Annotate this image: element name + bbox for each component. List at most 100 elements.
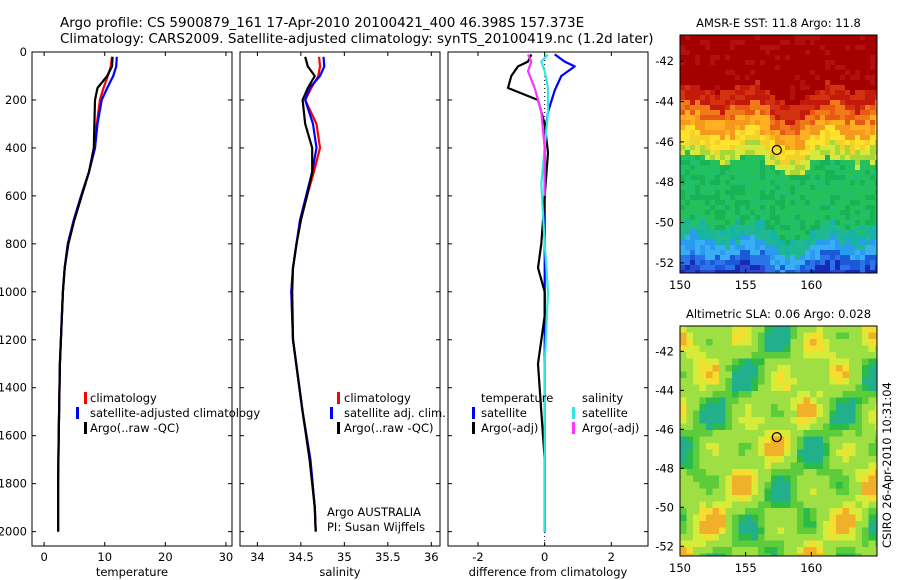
heatmap-cell bbox=[825, 235, 831, 241]
heatmap-cell bbox=[750, 60, 756, 66]
heatmap-cell bbox=[815, 230, 821, 236]
heatmap-cell bbox=[732, 391, 739, 398]
heatmap-cell bbox=[680, 125, 686, 131]
heatmap-cell bbox=[810, 326, 817, 333]
heatmap-cell bbox=[830, 150, 836, 156]
heatmap-cell bbox=[842, 553, 850, 557]
heatmap-cell bbox=[825, 220, 831, 226]
heatmap-cell bbox=[764, 495, 772, 502]
heatmap-cell bbox=[705, 150, 711, 156]
heatmap-cell bbox=[820, 225, 826, 231]
legend-swatch-satellite bbox=[330, 407, 333, 419]
heatmap-cell bbox=[745, 105, 751, 111]
heatmap-cell bbox=[840, 180, 846, 186]
heatmap-cell bbox=[700, 205, 706, 211]
heatmap-cell bbox=[830, 40, 836, 46]
heatmap-cell bbox=[805, 115, 811, 121]
heatmap-cell bbox=[751, 378, 759, 385]
x-tick-label: 0 bbox=[541, 550, 548, 564]
heatmap-cell bbox=[720, 60, 726, 66]
heatmap-cell bbox=[825, 130, 831, 136]
heatmap-cell bbox=[816, 423, 824, 431]
heatmap-cell bbox=[836, 326, 843, 333]
heatmap-cell bbox=[830, 55, 836, 61]
heatmap-cell bbox=[771, 378, 778, 385]
heatmap-cell bbox=[865, 110, 871, 116]
heatmap-cell bbox=[840, 70, 846, 76]
heatmap-cell bbox=[760, 215, 766, 221]
heatmap-cell bbox=[795, 50, 801, 56]
heatmap-cell bbox=[780, 150, 786, 156]
heatmap-cell bbox=[764, 527, 772, 535]
heatmap-cell bbox=[862, 384, 869, 392]
heatmap-cell bbox=[855, 462, 863, 470]
heatmap-cell bbox=[680, 65, 686, 71]
heatmap-cell bbox=[685, 120, 691, 126]
heatmap-cell bbox=[855, 358, 863, 366]
heatmap-cell bbox=[764, 521, 772, 528]
heatmap-cell bbox=[830, 130, 836, 136]
heatmap-cell bbox=[820, 210, 826, 216]
heatmap-cell bbox=[805, 35, 811, 41]
heatmap-cell bbox=[750, 100, 756, 106]
heatmap-cell bbox=[725, 514, 733, 522]
heatmap-cell bbox=[764, 410, 772, 418]
heatmap-cell bbox=[870, 110, 876, 116]
heatmap-cell bbox=[868, 469, 876, 476]
heatmap-cell bbox=[720, 225, 726, 231]
heatmap-cell bbox=[765, 115, 771, 121]
heatmap-cell bbox=[755, 90, 761, 96]
heatmap-cell bbox=[862, 391, 869, 398]
heatmap-cell bbox=[868, 488, 876, 496]
heatmap-cell bbox=[770, 225, 776, 231]
heatmap-cell bbox=[795, 90, 801, 96]
heatmap-cell bbox=[805, 120, 811, 126]
heatmap-cell bbox=[865, 160, 871, 166]
heatmap-cell bbox=[835, 65, 841, 71]
heatmap-cell bbox=[785, 50, 791, 56]
heatmap-cell bbox=[836, 449, 843, 457]
heatmap-cell bbox=[803, 397, 811, 405]
heatmap-cell bbox=[758, 436, 765, 444]
heatmap-cell bbox=[842, 514, 850, 522]
heatmap-cell bbox=[700, 145, 706, 151]
legend-swatch-satellite bbox=[472, 407, 475, 419]
heatmap-cell bbox=[860, 185, 866, 191]
heatmap-cell bbox=[875, 326, 878, 333]
heatmap-cell bbox=[758, 469, 765, 476]
heatmap-cell bbox=[764, 371, 772, 379]
heatmap-cell bbox=[699, 508, 707, 515]
heatmap-cell bbox=[805, 255, 811, 261]
heatmap-cell bbox=[705, 185, 711, 191]
heatmap-cell bbox=[820, 170, 826, 176]
heatmap-cell bbox=[706, 423, 713, 431]
heatmap-cell bbox=[745, 443, 752, 450]
heatmap-cell bbox=[745, 70, 751, 76]
heatmap-cell bbox=[870, 170, 876, 176]
heatmap-cell bbox=[875, 240, 878, 246]
heatmap-cell bbox=[815, 255, 821, 261]
heatmap-cells bbox=[680, 35, 878, 274]
heatmap-cell bbox=[770, 70, 776, 76]
heatmap-cell bbox=[803, 514, 811, 522]
heatmap-cell bbox=[820, 270, 826, 274]
heatmap-cell bbox=[815, 185, 821, 191]
heatmap-cell bbox=[850, 120, 856, 126]
heatmap-cell bbox=[780, 210, 786, 216]
heatmap-cell bbox=[815, 270, 821, 274]
heatmap-cell bbox=[836, 430, 843, 437]
heatmap-cell bbox=[690, 150, 696, 156]
heatmap-cell bbox=[699, 378, 707, 385]
heatmap-cell bbox=[730, 265, 736, 271]
heatmap-cell bbox=[712, 423, 720, 431]
heatmap-cell bbox=[745, 140, 751, 146]
heatmap-cell bbox=[780, 220, 786, 226]
heatmap-cell bbox=[836, 540, 843, 548]
heatmap-cell bbox=[720, 205, 726, 211]
heatmap-cell bbox=[815, 75, 821, 81]
heatmap-cell bbox=[845, 40, 851, 46]
heatmap-cell bbox=[784, 339, 791, 346]
heatmap-cell bbox=[803, 527, 811, 535]
heatmap-cell bbox=[775, 50, 781, 56]
heatmap-cell bbox=[785, 185, 791, 191]
